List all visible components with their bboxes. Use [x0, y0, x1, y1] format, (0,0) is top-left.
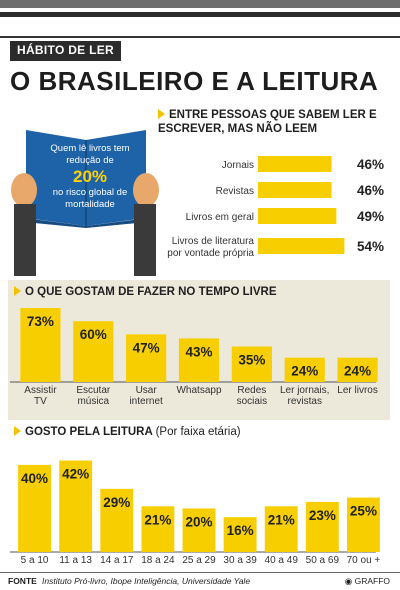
free-time-value-label: 35%: [238, 353, 265, 368]
age-chart: 40% 5 a 10 42% 11 a 13 29% 14 a 17 21% 18 a 24 2…: [10, 460, 381, 566]
credit-icon: ◉: [344, 576, 355, 586]
book-fact-line2: no risco global de mortalidade: [52, 187, 128, 210]
age-bar: [264, 506, 298, 552]
age-bar: [59, 460, 93, 552]
arrow-icon: [158, 109, 165, 119]
age-category-label: 30 a 39: [223, 555, 257, 566]
free-time-category-label: Redes: [237, 385, 266, 396]
age-value-label: 40%: [21, 471, 48, 486]
age-category-label: 5 a 10: [21, 555, 49, 566]
book-fact-value: 20%: [72, 167, 108, 186]
free-time-title-text: O QUE GOSTAM DE FAZER NO TEMPO LIVRE: [25, 286, 277, 298]
age-value-label: 21%: [268, 512, 295, 527]
age-bar: [141, 506, 175, 552]
free-time-category-label: Ler jornais,: [280, 385, 329, 396]
free-time-value-label: 73%: [27, 314, 54, 329]
free-time-value-label: 24%: [344, 364, 371, 379]
nonreaders-bar: [258, 208, 337, 224]
age-value-label: 21%: [144, 512, 171, 527]
age-category-label: 14 a 17: [100, 555, 134, 566]
credit-text: GRAFFO: [354, 576, 390, 586]
nonreaders-category-label: por vontade própria: [167, 248, 254, 259]
book-fact-line1: Quem lê livros tem redução de: [50, 143, 130, 166]
hands-icon: [11, 173, 159, 276]
free-time-category-label: Assistir: [24, 385, 57, 396]
free-time-category-label: TV: [34, 396, 47, 407]
age-subtitle: (Por faixa etária): [155, 426, 241, 438]
free-time-category-label: Ler livros: [337, 385, 378, 396]
free-time-bar: [337, 357, 378, 382]
free-time-category-label: música: [77, 396, 109, 407]
age-value-label: 20%: [185, 514, 212, 529]
age-value-label: 29%: [103, 495, 130, 510]
arrow-icon: [14, 426, 21, 436]
arrow-icon: [14, 286, 21, 296]
free-time-value-label: 60%: [80, 327, 107, 342]
nonreaders-category-label: Jornais: [222, 160, 254, 171]
source-text: Instituto Pró-livro, Ibope Inteligência,…: [42, 576, 251, 586]
age-category-label: 25 a 29: [182, 555, 216, 566]
age-category-label: 70 ou +: [347, 555, 381, 566]
nonreaders-value-label: 46%: [357, 183, 384, 198]
free-time-category-label: Escutar: [76, 385, 111, 396]
free-time-bar: [178, 338, 220, 382]
free-time-title: O QUE GOSTAM DE FAZER NO TEMPO LIVRE: [14, 286, 277, 298]
age-bar: [18, 464, 51, 552]
nonreaders-category-label: Revistas: [216, 186, 254, 197]
top-rule-dark: [0, 12, 400, 17]
age-category-label: 40 a 49: [265, 555, 299, 566]
nonreaders-bar: [258, 182, 332, 198]
free-time-category-label: internet: [129, 396, 163, 407]
age-value-label: 42%: [62, 467, 89, 482]
age-category-label: 50 a 69: [306, 555, 340, 566]
free-time-value-label: 47%: [133, 340, 160, 355]
free-time-value-label: 24%: [291, 364, 318, 379]
free-time-bar: [284, 357, 325, 382]
age-category-label: 18 a 24: [141, 555, 175, 566]
age-bar: [100, 488, 134, 552]
age-bar: [182, 508, 216, 552]
nonreaders-value-label: 54%: [357, 239, 384, 254]
source-label: FONTE: [8, 576, 37, 586]
nonreaders-category-label: Livros em geral: [186, 212, 254, 223]
book-icon: [24, 130, 148, 228]
free-time-category-label: sociais: [237, 396, 268, 407]
nonreaders-value-label: 49%: [357, 209, 384, 224]
age-value-label: 25%: [350, 504, 377, 519]
free-time-category-label: revistas: [287, 396, 321, 407]
top-rule: [0, 0, 400, 8]
nonreaders-category-label: Livros de literatura: [172, 236, 255, 247]
free-time-bar: [20, 308, 61, 382]
section-tag: HÁBITO DE LER: [10, 41, 122, 61]
free-time-category-label: Whatsapp: [176, 385, 221, 396]
age-category-label: 11 a 13: [59, 555, 92, 566]
age-bar: [223, 517, 257, 552]
page-title: O BRASILEIRO E A LEITURA: [10, 66, 379, 96]
free-time-bar: [231, 346, 272, 382]
nonreaders-bar: [258, 156, 332, 172]
footer-rule: [0, 572, 400, 573]
free-time-bar: [73, 321, 114, 382]
nonreaders-title: ENTRE PESSOAS QUE SABEM LER E ESCREVER, …: [158, 108, 398, 136]
credit: ◉ GRAFFO: [345, 576, 390, 587]
free-time-category-label: Usar: [136, 385, 158, 396]
nonreaders-value-label: 46%: [357, 157, 384, 172]
nonreaders-chart: Jornais 46% Revistas 46% Livros em geral 49% L…: [167, 156, 384, 259]
free-time-value-label: 43%: [185, 344, 212, 359]
age-bar: [347, 497, 380, 552]
nonreaders-bar: [258, 238, 345, 254]
age-value-label: 23%: [309, 508, 336, 523]
free-time-bar: [126, 334, 167, 382]
nonreaders-title-text: ENTRE PESSOAS QUE SABEM LER E ESCREVER, …: [158, 109, 377, 135]
age-title: GOSTO PELA LEITURA (Por faixa etária): [14, 426, 241, 438]
age-title-text: GOSTO PELA LEITURA: [25, 426, 153, 438]
book-fact: Quem lê livros tem redução de 20% no ris…: [42, 143, 138, 211]
age-value-label: 16%: [227, 523, 254, 538]
header-rule: [0, 36, 400, 38]
age-bar: [305, 501, 339, 552]
